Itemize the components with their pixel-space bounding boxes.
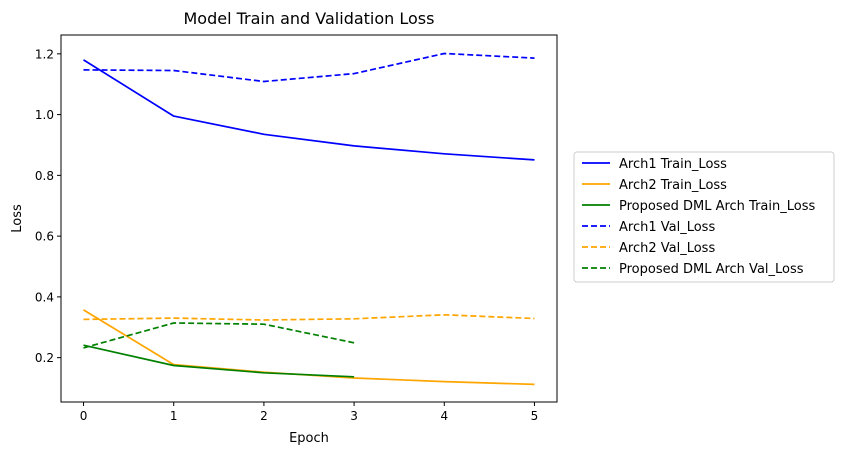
legend-label: Proposed DML Arch Val_Loss — [619, 262, 804, 277]
x-tick-label: 2 — [260, 409, 268, 423]
series-line-3 — [83, 344, 355, 378]
x-axis-label: Epoch — [289, 431, 329, 446]
legend-label: Arch2 Val_Loss — [619, 241, 715, 256]
series-line-1 — [83, 59, 535, 161]
legend-label: Arch1 Val_Loss — [619, 220, 715, 235]
y-tick-label: 1.0 — [35, 108, 54, 122]
plot-lines — [83, 52, 535, 386]
legend-box — [573, 151, 835, 283]
series-line-6 — [83, 322, 355, 349]
legend-label: Proposed DML Arch Train_Loss — [619, 199, 815, 214]
legend: Arch1 Train_Loss Arch2 Train_Loss Proposed… — [573, 151, 835, 283]
series-line-2 — [83, 309, 535, 386]
plot-frame — [60, 34, 558, 403]
x-tick-label: 5 — [531, 409, 539, 423]
y-tick-label: 0.2 — [35, 351, 54, 365]
x-axis-ticks: 0 1 2 3 4 5 — [80, 402, 539, 423]
y-tick-label: 1.2 — [35, 47, 54, 61]
y-tick-label: 0.6 — [35, 230, 54, 244]
series-line-4 — [83, 52, 535, 83]
series-line-5 — [83, 313, 535, 321]
x-tick-label: 4 — [440, 409, 448, 423]
x-tick-label: 3 — [350, 409, 358, 423]
x-tick-label: 0 — [80, 409, 88, 423]
x-tick-label: 1 — [170, 409, 178, 423]
y-tick-label: 0.4 — [35, 290, 54, 304]
y-axis-ticks: 0.2 0.4 0.6 0.8 1.0 1.2 — [35, 47, 61, 365]
y-axis-label: Loss — [10, 204, 25, 233]
chart-title: Model Train and Validation Loss — [184, 9, 435, 28]
legend-label: Arch1 Train_Loss — [619, 157, 727, 172]
y-tick-label: 0.8 — [35, 169, 54, 183]
legend-label: Arch2 Train_Loss — [619, 178, 727, 193]
